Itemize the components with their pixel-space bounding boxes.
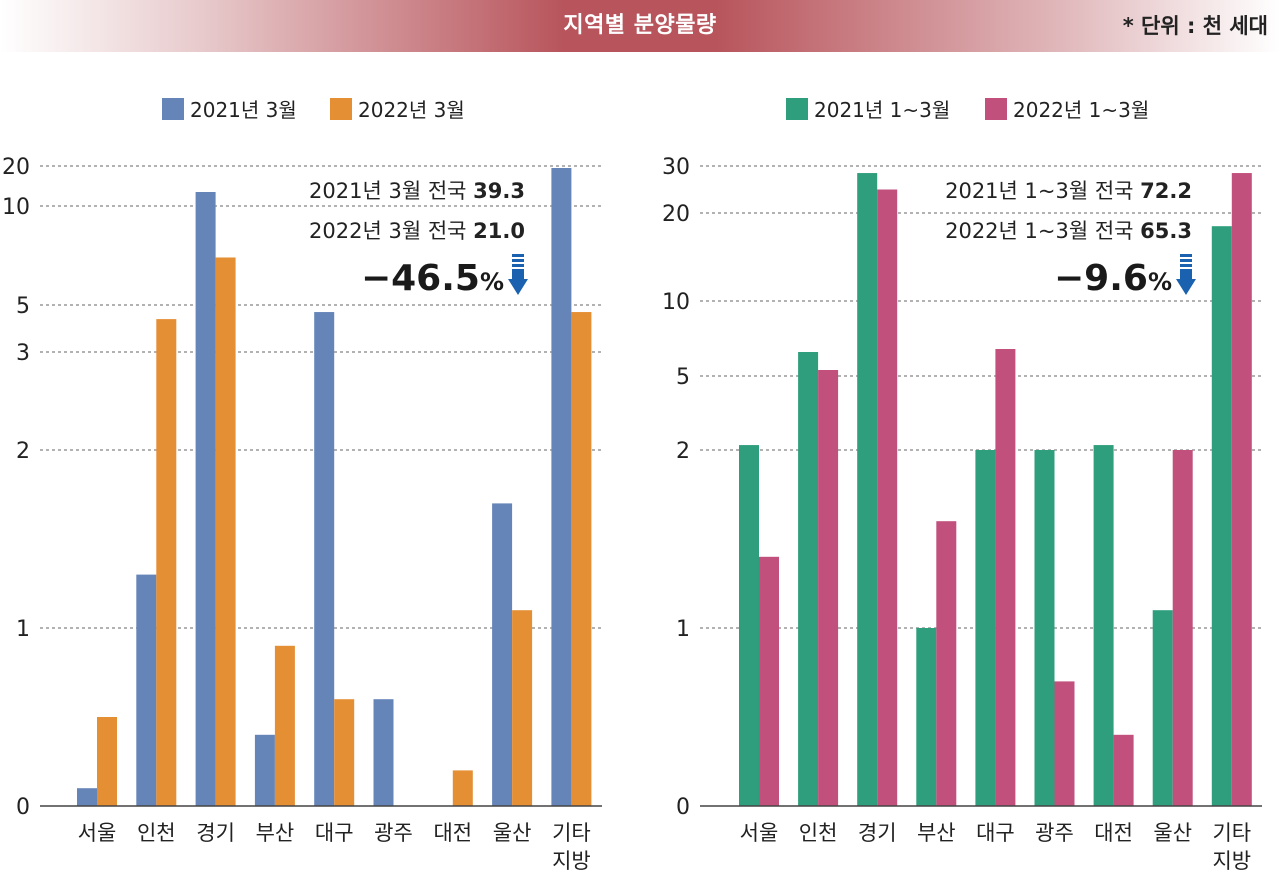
chart2-bar: [857, 173, 878, 807]
unit-note: * 단위 : 천 세대: [1122, 14, 1268, 38]
chart2-bar: [936, 521, 957, 806]
chart-title: 지역별 분양물량: [563, 13, 717, 38]
chart1-x-tick-label: 경기: [196, 821, 235, 845]
chart2-total-annotation: 2021년 1~3월 전국 72.2: [945, 179, 1192, 203]
down-arrow-icon: [508, 254, 528, 295]
chart2-y-tick-label: 5: [676, 365, 690, 390]
chart2-bar: [759, 556, 779, 806]
chart2-legend-label: 2022년 1~3월: [1013, 98, 1149, 122]
down-arrow-icon: [1176, 254, 1196, 295]
down-arrow-icon-stripe: [1180, 254, 1192, 257]
chart1-y-tick-label: 2: [16, 439, 30, 464]
chart1-x-tick-label: 대구: [315, 821, 354, 845]
chart2-x-tick-label: 대전: [1094, 821, 1133, 845]
chart2-x-tick-label: 광주: [1035, 821, 1074, 845]
chart2-x-tick-label: 지방: [1212, 849, 1251, 872]
chart1-legend-swatch: [162, 98, 184, 120]
chart2-x-tick-label: 기타: [1212, 821, 1251, 845]
chart1-bar: [551, 168, 572, 806]
chart2-y-tick-label: 30: [662, 155, 690, 180]
chart2-bar: [739, 445, 759, 806]
chart1-y-tick-label: 20: [2, 155, 30, 180]
chart1-legend-label: 2021년 3월: [190, 98, 297, 122]
chart2-total-annotation: 2022년 1~3월 전국 65.3: [945, 219, 1192, 243]
chart2-bar: [798, 352, 819, 806]
chart1-bar: [373, 699, 394, 806]
chart2-bar: [1172, 450, 1193, 806]
chart2-bar: [1231, 173, 1252, 807]
down-arrow-icon-stripe: [1180, 264, 1192, 267]
chart1-bar: [97, 717, 117, 806]
chart1-y-tick-label: 1: [16, 617, 30, 642]
chart2-x-tick-label: 서울: [740, 821, 779, 845]
chart2-bar: [1093, 445, 1114, 806]
chart2-bar: [1152, 610, 1173, 806]
chart2-bar: [916, 628, 937, 806]
chart2-y-tick-label: 2: [676, 439, 690, 464]
chart2-y-tick-label: 10: [662, 290, 690, 315]
chart1-x-tick-label: 서울: [78, 821, 117, 845]
chart2-legend-swatch: [985, 98, 1007, 120]
chart2-bar: [1113, 734, 1134, 806]
chart1-total-annotation: 2021년 3월 전국 39.3: [309, 179, 525, 203]
chart2-bar: [995, 349, 1016, 806]
chart1-total-annotation: 2022년 3월 전국 21.0: [309, 219, 525, 243]
chart1-x-tick-label: 대전: [433, 821, 472, 845]
chart1-bar: [512, 610, 533, 806]
down-arrow-icon-head: [1176, 279, 1196, 295]
chart2-x-tick-label: 부산: [917, 821, 956, 845]
chart1-x-tick-label: 지방: [552, 849, 591, 872]
down-arrow-icon-stripe: [512, 259, 524, 262]
chart2-bar: [1054, 681, 1075, 806]
chart2-x-tick-label: 경기: [858, 821, 897, 845]
chart2-bar: [877, 189, 898, 806]
chart2-bar: [1211, 226, 1232, 806]
chart1-bar: [571, 312, 592, 806]
chart2-x-tick-label: 대구: [976, 821, 1015, 845]
chart2-y-tick-label: 0: [676, 795, 690, 820]
chart2-x-tick-label: 울산: [1153, 821, 1192, 845]
chart1-y-tick-label: 10: [2, 195, 30, 220]
chart1-x-tick-label: 기타: [552, 821, 591, 845]
chart1-bar: [274, 645, 295, 806]
chart1-change-annotation: −46.5%: [361, 258, 504, 299]
chart1-bar: [452, 770, 473, 806]
down-arrow-icon-stripe: [512, 264, 524, 267]
chart1-x-tick-label: 인천: [137, 821, 176, 845]
chart1-bar: [492, 503, 513, 806]
chart1-y-tick-label: 5: [16, 294, 30, 319]
chart1-legend-swatch: [330, 98, 352, 120]
down-arrow-icon-shaft: [512, 269, 524, 279]
chart1-x-tick-label: 광주: [374, 821, 413, 845]
chart1-bar: [156, 319, 177, 806]
chart1-y-tick-label: 3: [16, 341, 30, 366]
chart1-bar: [254, 734, 275, 806]
chart1-bar: [136, 574, 157, 806]
chart2-legend-swatch: [786, 98, 808, 120]
chart2-bar: [1034, 450, 1055, 806]
chart1-bar: [77, 788, 97, 806]
chart2-change-annotation: −9.6%: [1054, 258, 1172, 299]
title-bar: [0, 0, 1280, 52]
chart1-y-tick-label: 0: [16, 795, 30, 820]
chart1-x-tick-label: 부산: [256, 821, 295, 845]
chart1-bar: [195, 192, 216, 806]
down-arrow-icon-head: [508, 279, 528, 295]
down-arrow-icon-stripe: [512, 254, 524, 257]
chart2-bar: [818, 370, 839, 806]
chart1-bar: [215, 257, 236, 807]
chart2-y-tick-label: 20: [662, 202, 690, 227]
down-arrow-icon-stripe: [1180, 259, 1192, 262]
down-arrow-icon-shaft: [1180, 269, 1192, 279]
chart2-y-tick-label: 1: [676, 617, 690, 642]
chart1-bar: [334, 699, 355, 806]
chart1-bar: [314, 312, 335, 806]
chart2-bar: [975, 450, 996, 806]
chart1-legend-label: 2022년 3월: [358, 98, 465, 122]
chart2-legend-label: 2021년 1~3월: [814, 98, 950, 122]
chart1-x-tick-label: 울산: [493, 821, 532, 845]
chart2-x-tick-label: 인천: [799, 821, 838, 845]
